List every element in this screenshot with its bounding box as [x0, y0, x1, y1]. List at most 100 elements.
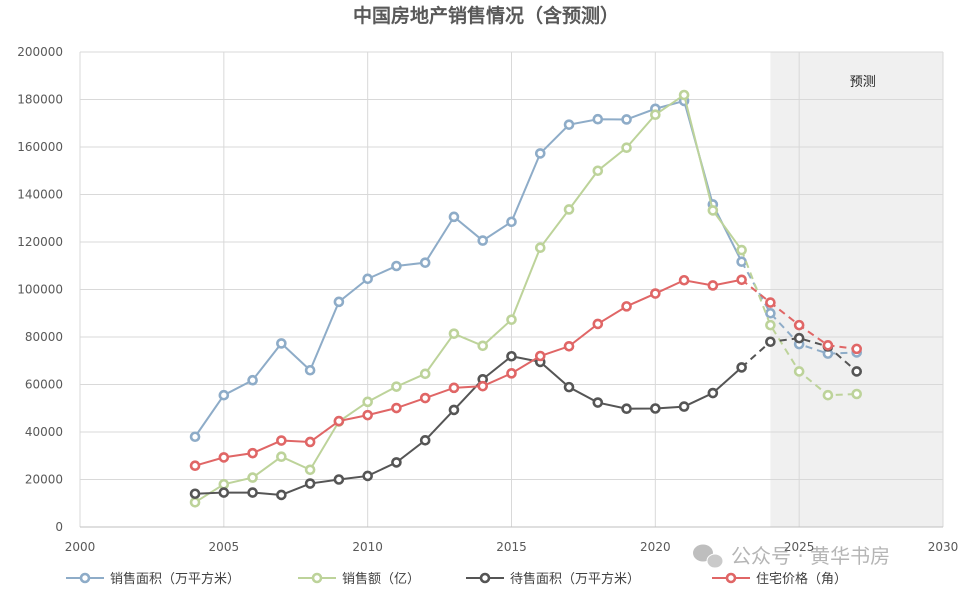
data-point	[391, 457, 402, 468]
legend-swatch-marker	[311, 572, 323, 584]
chart-title: 中国房地产销售情况（含预测）	[353, 4, 619, 27]
series-forecast-line	[740, 337, 858, 373]
forecast-point	[851, 343, 863, 355]
forecast-point	[793, 366, 805, 377]
forecast-point	[851, 388, 863, 400]
data-point	[218, 478, 230, 490]
forecast-point	[765, 319, 776, 331]
data-point	[304, 478, 316, 489]
y-tick-label: 180000	[17, 93, 63, 107]
y-tick-label: 160000	[17, 140, 63, 154]
forecast-point	[765, 297, 776, 308]
data-point	[563, 119, 575, 130]
forecast-point	[765, 336, 776, 348]
legend-swatch-marker	[725, 572, 737, 584]
data-point	[419, 435, 431, 446]
data-point	[218, 389, 230, 401]
data-point	[477, 340, 489, 352]
data-point	[189, 431, 201, 443]
data-point	[506, 350, 517, 362]
data-point	[218, 487, 230, 498]
data-point	[534, 350, 546, 362]
data-point	[391, 260, 402, 272]
data-point	[477, 380, 489, 392]
series-1	[189, 95, 863, 443]
data-point	[736, 362, 747, 373]
data-point	[189, 488, 201, 500]
data-point	[247, 374, 258, 386]
data-point	[650, 288, 661, 299]
forecast-point	[822, 389, 834, 401]
wechat-icon	[693, 544, 724, 569]
wechat-icon-bubble-small	[706, 553, 724, 569]
data-point	[276, 451, 287, 463]
data-point	[707, 280, 719, 291]
y-tick-label: 80000	[25, 330, 63, 344]
data-point	[304, 364, 316, 376]
legend-swatch-marker	[479, 572, 491, 584]
data-point	[678, 89, 690, 101]
data-point	[304, 464, 316, 476]
forecast-label: 预测	[850, 75, 876, 90]
y-tick-label: 20000	[25, 473, 63, 487]
data-point	[534, 242, 546, 253]
forecast-point	[793, 332, 805, 344]
forecast-point	[822, 340, 834, 351]
data-point	[391, 381, 402, 392]
data-point	[736, 244, 747, 256]
data-point	[477, 235, 489, 246]
data-point	[391, 402, 402, 414]
data-point	[592, 165, 604, 177]
x-tick-label: 2015	[496, 540, 527, 554]
legend-item-2: 销售额（亿）	[298, 571, 420, 587]
x-tick-label: 2030	[928, 540, 959, 554]
legend-label: 住宅价格（角）	[756, 571, 847, 587]
series-3	[189, 332, 863, 501]
x-tick-label: 2000	[65, 540, 96, 554]
x-tick-label: 2005	[209, 540, 240, 554]
data-point	[448, 211, 460, 223]
data-point	[563, 381, 575, 393]
data-point	[678, 401, 690, 412]
forecast-point	[765, 307, 776, 319]
y-tick-label: 200000	[17, 45, 63, 59]
data-point	[247, 447, 258, 459]
data-point	[218, 452, 230, 463]
data-point	[650, 109, 661, 120]
data-point	[276, 489, 287, 501]
data-point	[247, 487, 258, 498]
data-point	[333, 474, 345, 485]
watermark-text: 公众号 · 黄华书房	[731, 544, 890, 568]
legend-label: 销售额（亿）	[342, 571, 420, 587]
data-point	[563, 340, 575, 352]
legend-label: 销售面积（万平方米）	[110, 571, 240, 587]
y-tick-label: 120000	[17, 235, 63, 249]
data-point	[448, 404, 460, 416]
data-point	[189, 460, 201, 472]
data-point	[276, 338, 287, 349]
data-point	[448, 382, 460, 394]
legend-item-1: 销售面积（万平方米）	[66, 571, 240, 587]
data-point	[448, 328, 460, 339]
data-point	[362, 470, 373, 482]
data-point	[534, 148, 546, 159]
watermark: 公众号 · 黄华书房	[693, 544, 890, 569]
x-tick-label: 2020	[640, 540, 671, 554]
data-point	[333, 415, 345, 427]
data-point	[304, 436, 316, 448]
y-tick-label: 100000	[17, 283, 63, 297]
data-point	[592, 318, 604, 330]
legend-swatch-marker	[79, 572, 91, 584]
data-point	[707, 387, 719, 399]
data-point	[419, 392, 431, 404]
series-4	[189, 274, 863, 472]
series-line	[195, 355, 743, 496]
data-point	[678, 274, 690, 286]
data-point	[621, 403, 632, 415]
data-point	[362, 396, 373, 408]
forecast-point	[851, 366, 863, 377]
data-point	[333, 296, 345, 308]
legend-item-3: 待售面积（万平方米）	[466, 571, 640, 587]
